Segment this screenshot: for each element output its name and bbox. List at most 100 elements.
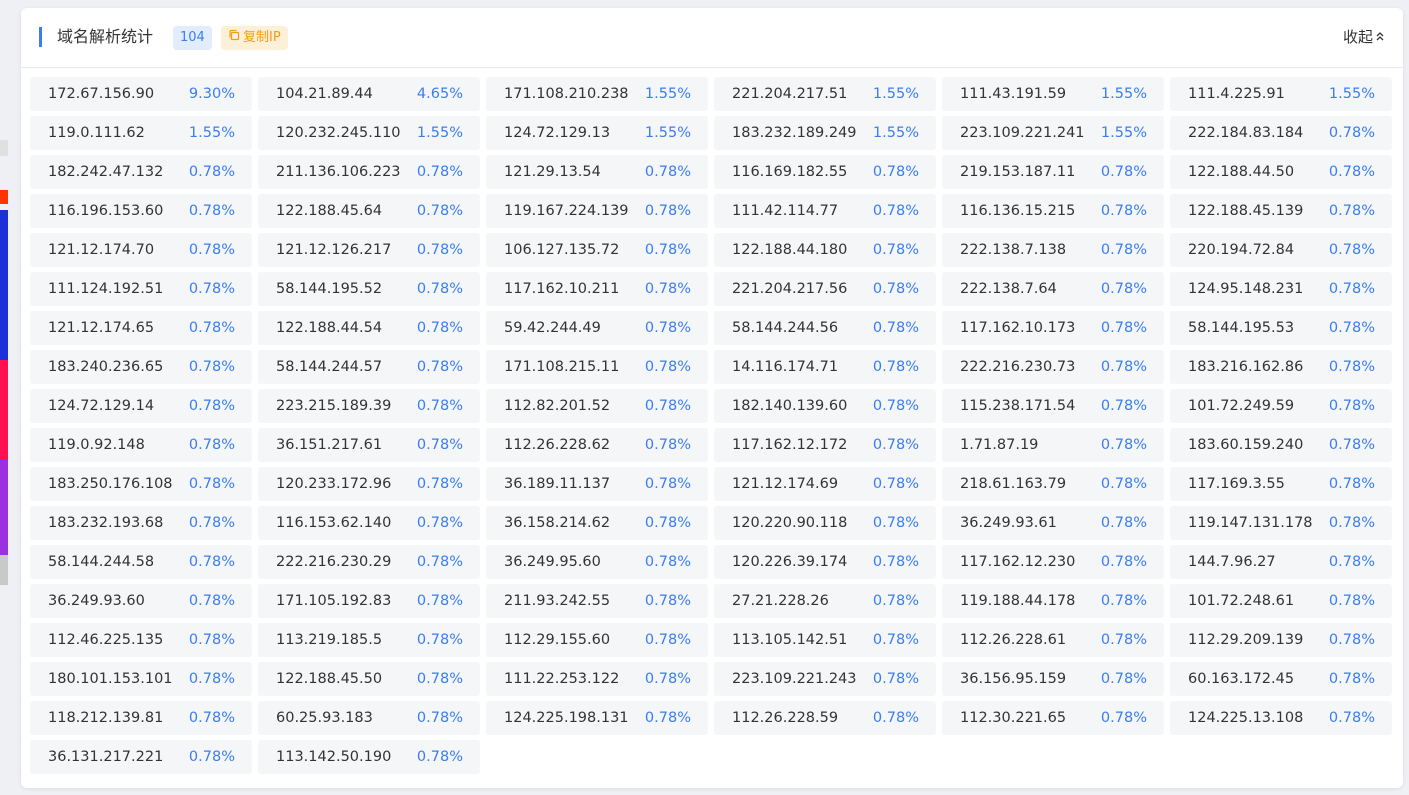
ip-percentage: 0.78% bbox=[644, 437, 691, 453]
ip-percentage: 0.78% bbox=[416, 632, 463, 648]
ip-percentage: 1.55% bbox=[188, 125, 235, 141]
ip-address: 112.30.221.65 bbox=[960, 710, 1067, 726]
ip-address: 122.188.44.180 bbox=[732, 242, 848, 258]
ip-percentage: 0.78% bbox=[644, 476, 691, 492]
ip-percentage: 0.78% bbox=[644, 164, 691, 180]
ip-item: 36.156.95.159 0.78% bbox=[942, 662, 1164, 696]
ip-percentage: 0.78% bbox=[1100, 476, 1147, 492]
ip-percentage: 0.78% bbox=[188, 515, 235, 531]
ip-percentage: 0.78% bbox=[1100, 554, 1147, 570]
ip-address: 116.169.182.55 bbox=[732, 164, 848, 180]
ip-item: 121.12.174.65 0.78% bbox=[30, 311, 252, 345]
ip-percentage: 0.78% bbox=[1100, 359, 1147, 375]
ip-address: 221.204.217.51 bbox=[732, 86, 848, 102]
ip-item: 171.108.215.11 0.78% bbox=[486, 350, 708, 384]
ip-percentage: 9.30% bbox=[188, 86, 235, 102]
ip-item: 116.196.153.60 0.78% bbox=[30, 194, 252, 228]
ip-percentage: 0.78% bbox=[416, 476, 463, 492]
ip-item: 183.232.193.68 0.78% bbox=[30, 506, 252, 540]
ip-percentage: 0.78% bbox=[872, 593, 919, 609]
ip-item: 58.144.244.58 0.78% bbox=[30, 545, 252, 579]
ip-item: 112.30.221.65 0.78% bbox=[942, 701, 1164, 735]
ip-item: 36.249.95.60 0.78% bbox=[486, 545, 708, 579]
ip-percentage: 0.78% bbox=[188, 437, 235, 453]
ip-item: 1.71.87.19 0.78% bbox=[942, 428, 1164, 462]
ip-percentage: 0.78% bbox=[644, 242, 691, 258]
ip-percentage: 0.78% bbox=[188, 671, 235, 687]
ip-percentage: 0.78% bbox=[872, 398, 919, 414]
collapse-button[interactable]: 收起 bbox=[1343, 26, 1385, 48]
ip-address: 223.109.221.241 bbox=[960, 125, 1085, 141]
ip-item: 112.26.228.59 0.78% bbox=[714, 701, 936, 735]
ip-percentage: 1.55% bbox=[644, 125, 691, 141]
ip-address: 223.215.189.39 bbox=[276, 398, 392, 414]
ip-address: 111.4.225.91 bbox=[1188, 86, 1285, 102]
ip-item: 117.162.10.173 0.78% bbox=[942, 311, 1164, 345]
ip-item: 113.219.185.5 0.78% bbox=[258, 623, 480, 657]
ip-item: 112.82.201.52 0.78% bbox=[486, 389, 708, 423]
ip-address: 183.240.236.65 bbox=[48, 359, 164, 375]
ip-item: 36.151.217.61 0.78% bbox=[258, 428, 480, 462]
copy-ip-label: 复制IP bbox=[243, 30, 281, 45]
ip-address: 183.216.162.86 bbox=[1188, 359, 1304, 375]
ip-item: 111.124.192.51 0.78% bbox=[30, 272, 252, 306]
ip-percentage: 0.78% bbox=[416, 437, 463, 453]
ip-address: 36.158.214.62 bbox=[504, 515, 611, 531]
ip-item: 124.72.129.14 0.78% bbox=[30, 389, 252, 423]
ip-item: 171.105.192.83 0.78% bbox=[258, 584, 480, 618]
ip-item: 106.127.135.72 0.78% bbox=[486, 233, 708, 267]
ip-percentage: 0.78% bbox=[188, 164, 235, 180]
ip-percentage: 0.78% bbox=[416, 203, 463, 219]
ip-address: 222.138.7.138 bbox=[960, 242, 1067, 258]
ip-item: 222.138.7.64 0.78% bbox=[942, 272, 1164, 306]
ip-percentage: 0.78% bbox=[872, 437, 919, 453]
ip-percentage: 0.78% bbox=[188, 710, 235, 726]
ip-percentage: 0.78% bbox=[872, 242, 919, 258]
ip-address: 183.232.189.249 bbox=[732, 125, 857, 141]
ip-item: 183.240.236.65 0.78% bbox=[30, 350, 252, 384]
ip-percentage: 0.78% bbox=[872, 164, 919, 180]
ip-percentage: 0.78% bbox=[1328, 320, 1375, 336]
ip-address: 115.238.171.54 bbox=[960, 398, 1076, 414]
ip-item: 219.153.187.11 0.78% bbox=[942, 155, 1164, 189]
ip-percentage: 0.78% bbox=[188, 359, 235, 375]
ip-percentage: 0.78% bbox=[416, 593, 463, 609]
ip-percentage: 0.78% bbox=[1100, 203, 1147, 219]
ip-address: 27.21.228.26 bbox=[732, 593, 829, 609]
ip-address: 36.249.95.60 bbox=[504, 554, 601, 570]
ip-percentage: 0.78% bbox=[416, 281, 463, 297]
ip-address: 144.7.96.27 bbox=[1188, 554, 1276, 570]
ip-address: 60.25.93.183 bbox=[276, 710, 373, 726]
ip-address: 124.72.129.13 bbox=[504, 125, 611, 141]
ip-address: 116.153.62.140 bbox=[276, 515, 392, 531]
ip-address: 58.144.244.58 bbox=[48, 554, 155, 570]
ip-address: 117.162.12.230 bbox=[960, 554, 1076, 570]
ip-address: 101.72.249.59 bbox=[1188, 398, 1295, 414]
ip-percentage: 0.78% bbox=[1328, 554, 1375, 570]
panel-title: 域名解析统计 bbox=[57, 27, 154, 46]
ip-address: 182.242.47.132 bbox=[48, 164, 164, 180]
ip-item: 36.158.214.62 0.78% bbox=[486, 506, 708, 540]
ip-percentage: 0.78% bbox=[1328, 398, 1375, 414]
ip-address: 113.219.185.5 bbox=[276, 632, 383, 648]
ip-item: 120.233.172.96 0.78% bbox=[258, 467, 480, 501]
ip-address: 211.136.106.223 bbox=[276, 164, 401, 180]
ip-address: 122.188.45.50 bbox=[276, 671, 383, 687]
ip-percentage: 0.78% bbox=[644, 320, 691, 336]
ip-item: 124.225.198.131 0.78% bbox=[486, 701, 708, 735]
ip-item: 111.43.191.59 1.55% bbox=[942, 77, 1164, 111]
ip-percentage: 0.78% bbox=[872, 476, 919, 492]
ip-item: 112.29.209.139 0.78% bbox=[1170, 623, 1392, 657]
ip-percentage: 0.78% bbox=[188, 398, 235, 414]
ip-item: 60.25.93.183 0.78% bbox=[258, 701, 480, 735]
ip-item: 172.67.156.90 9.30% bbox=[30, 77, 252, 111]
ip-percentage: 0.78% bbox=[644, 671, 691, 687]
ip-address: 1.71.87.19 bbox=[960, 437, 1039, 453]
copy-ip-button[interactable]: 复制IP bbox=[221, 26, 288, 50]
ip-percentage: 0.78% bbox=[188, 320, 235, 336]
ip-grid: 172.67.156.90 9.30% 104.21.89.44 4.65% 171.1… bbox=[30, 77, 1392, 774]
ip-percentage: 0.78% bbox=[416, 710, 463, 726]
ip-item: 118.212.139.81 0.78% bbox=[30, 701, 252, 735]
ip-item: 116.169.182.55 0.78% bbox=[714, 155, 936, 189]
ip-percentage: 0.78% bbox=[188, 554, 235, 570]
